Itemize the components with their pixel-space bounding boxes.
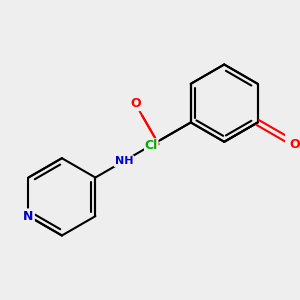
Text: Cl: Cl bbox=[145, 139, 158, 152]
Text: O: O bbox=[290, 138, 300, 151]
Text: NH: NH bbox=[115, 156, 133, 166]
Text: O: O bbox=[130, 98, 141, 110]
Text: N: N bbox=[23, 210, 34, 223]
